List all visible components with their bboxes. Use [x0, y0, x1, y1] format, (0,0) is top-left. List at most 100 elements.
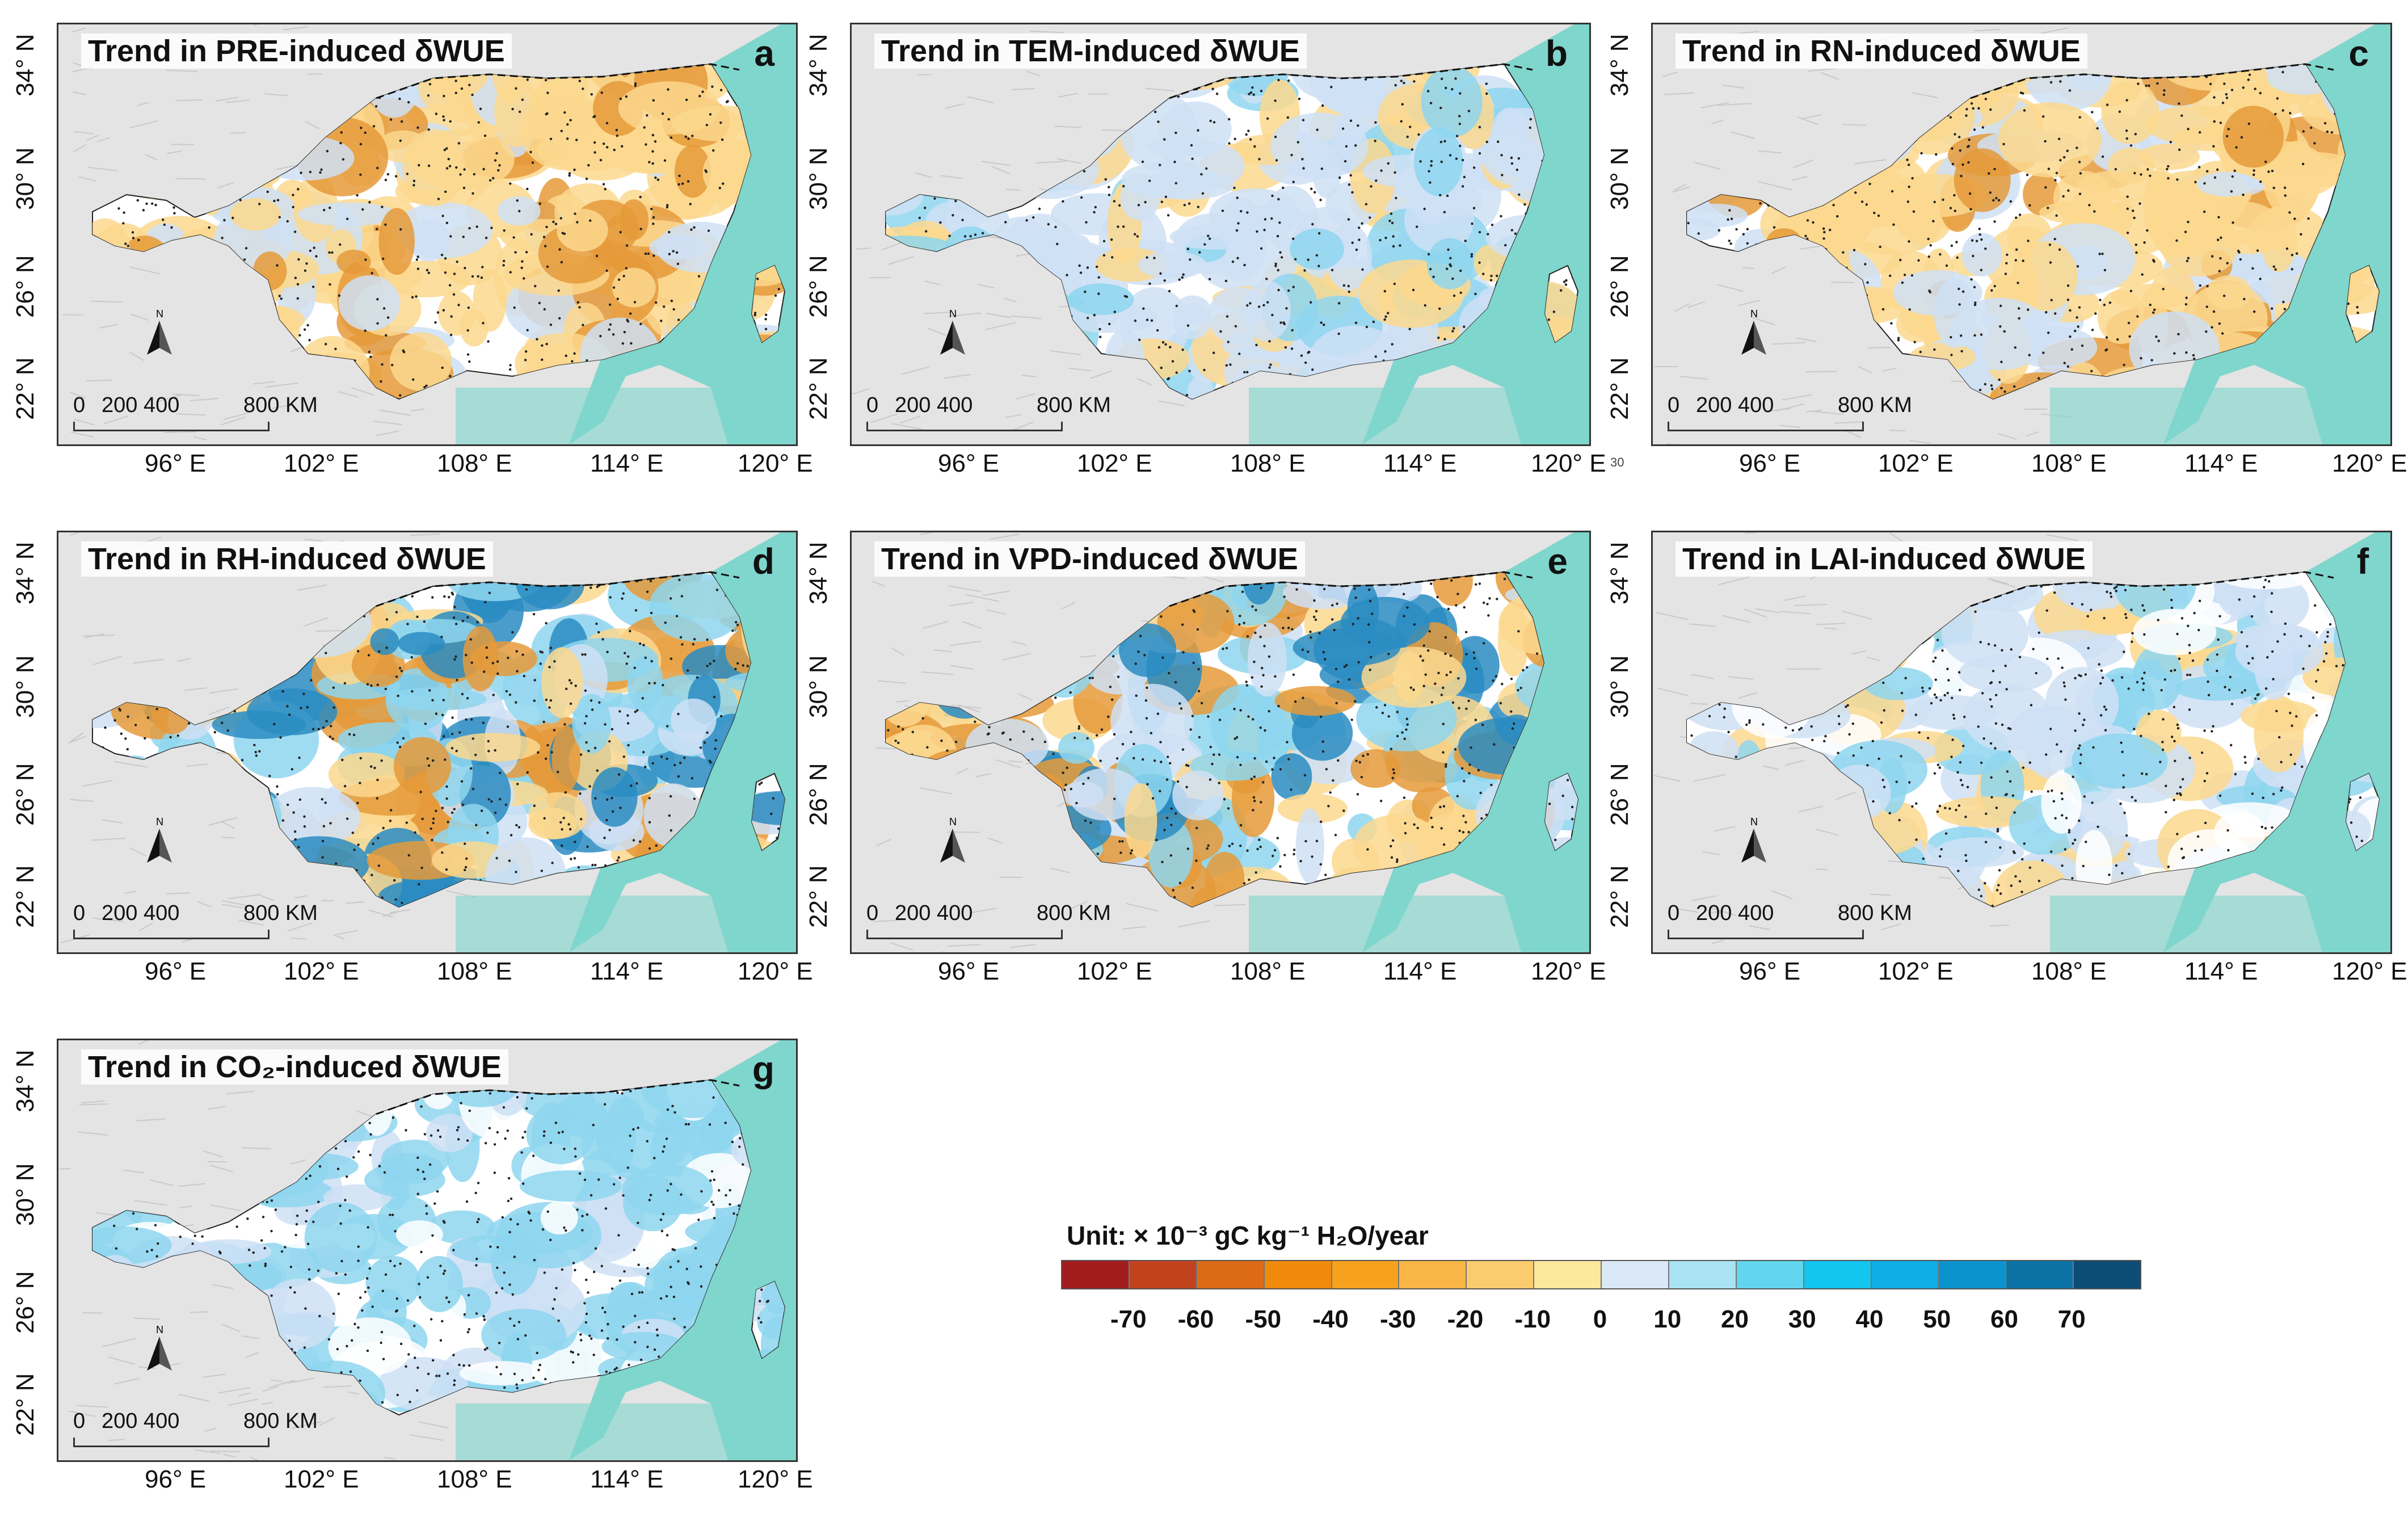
significance-dot [2044, 140, 2046, 142]
significance-dot [1294, 700, 1296, 703]
significance-dot [1461, 767, 1463, 770]
significance-dot [649, 821, 651, 823]
significance-dot [764, 318, 767, 320]
significance-dot [372, 843, 374, 845]
significance-dot [777, 288, 780, 290]
significance-dot [709, 662, 712, 665]
significance-dot [1984, 247, 1986, 250]
significance-dot [2235, 146, 2237, 148]
significance-dot [120, 733, 123, 735]
significance-dot [1047, 223, 1050, 225]
significance-dot [1355, 249, 1358, 251]
significance-dot [2274, 113, 2276, 115]
significance-dot [525, 350, 527, 352]
significance-dot [486, 656, 488, 658]
significance-dot [1080, 271, 1082, 274]
significance-dot [1982, 126, 1984, 128]
trend-patch [370, 628, 399, 655]
significance-dot [1231, 843, 1234, 845]
significance-dot [1235, 325, 1237, 327]
significance-dot [294, 276, 297, 279]
significance-dot [655, 844, 657, 847]
significance-dot [466, 697, 469, 699]
significance-dot [312, 285, 314, 288]
significance-dot [2079, 193, 2081, 195]
significance-dot [2242, 86, 2245, 89]
significance-dot [297, 297, 299, 300]
significance-dot [2198, 166, 2200, 168]
significance-dot [329, 736, 331, 738]
trend-patch [1120, 174, 1160, 221]
significance-dot [472, 275, 474, 278]
significance-dot [1200, 173, 1202, 175]
significance-dot [1369, 216, 1371, 219]
significance-dot [1223, 798, 1226, 800]
significance-dot [1262, 674, 1264, 676]
significance-dot [1468, 110, 1470, 112]
significance-dot [940, 740, 942, 742]
significance-dot [1932, 220, 1934, 222]
significance-dot [1169, 762, 1171, 764]
significance-dot [1134, 233, 1136, 236]
significance-dot [489, 592, 491, 594]
significance-dot [1842, 251, 1844, 254]
significance-dot [1158, 346, 1160, 348]
significance-dot [1263, 229, 1265, 231]
significance-dot [1114, 310, 1116, 313]
significance-dot [1742, 233, 1745, 235]
significance-dot [714, 747, 716, 750]
significance-dot [394, 898, 397, 901]
significance-dot [399, 746, 401, 748]
significance-dot [1187, 325, 1189, 327]
significance-dot [1510, 678, 1513, 680]
significance-dot [1510, 157, 1513, 159]
significance-dot [453, 606, 456, 608]
significance-dot [2014, 346, 2017, 348]
significance-dot [924, 207, 926, 209]
significance-dot [477, 275, 479, 278]
significance-dot [2115, 168, 2117, 170]
trend-patch [1058, 732, 1094, 764]
significance-dot [651, 150, 654, 153]
significance-dot [2002, 143, 2005, 145]
significance-dot [471, 94, 473, 96]
significance-dot [1146, 318, 1148, 321]
significance-dot [420, 867, 423, 869]
significance-dot [2069, 335, 2071, 338]
significance-dot [622, 593, 625, 595]
significance-dot [1278, 221, 1281, 224]
significance-dot [1440, 827, 1442, 829]
significance-dot [449, 284, 451, 287]
significance-dot [495, 857, 498, 859]
significance-dot [448, 158, 450, 160]
significance-dot [1368, 589, 1370, 591]
significance-dot [555, 222, 557, 225]
significance-dot [132, 237, 134, 239]
significance-dot [417, 255, 419, 258]
significance-dot [449, 165, 451, 167]
significance-dot [2077, 265, 2079, 267]
significance-dot [2216, 169, 2218, 171]
significance-dot [2187, 128, 2189, 130]
significance-dot [346, 817, 348, 820]
significance-dot [1992, 199, 1994, 201]
significance-dot [1412, 289, 1415, 291]
significance-dot [312, 728, 314, 730]
significance-dot [2203, 211, 2205, 213]
significance-dot [683, 757, 685, 759]
significance-dot [1999, 325, 2001, 327]
significance-dot [634, 85, 637, 87]
significance-dot [1728, 209, 1731, 211]
significance-dot [664, 159, 666, 162]
significance-dot [754, 312, 756, 314]
significance-dot [540, 662, 542, 665]
significance-dot [1122, 743, 1124, 745]
significance-dot [2145, 85, 2147, 87]
significance-dot [1950, 336, 1952, 338]
significance-dot [612, 333, 614, 335]
significance-dot [1167, 214, 1169, 216]
significance-dot [1718, 229, 1720, 232]
